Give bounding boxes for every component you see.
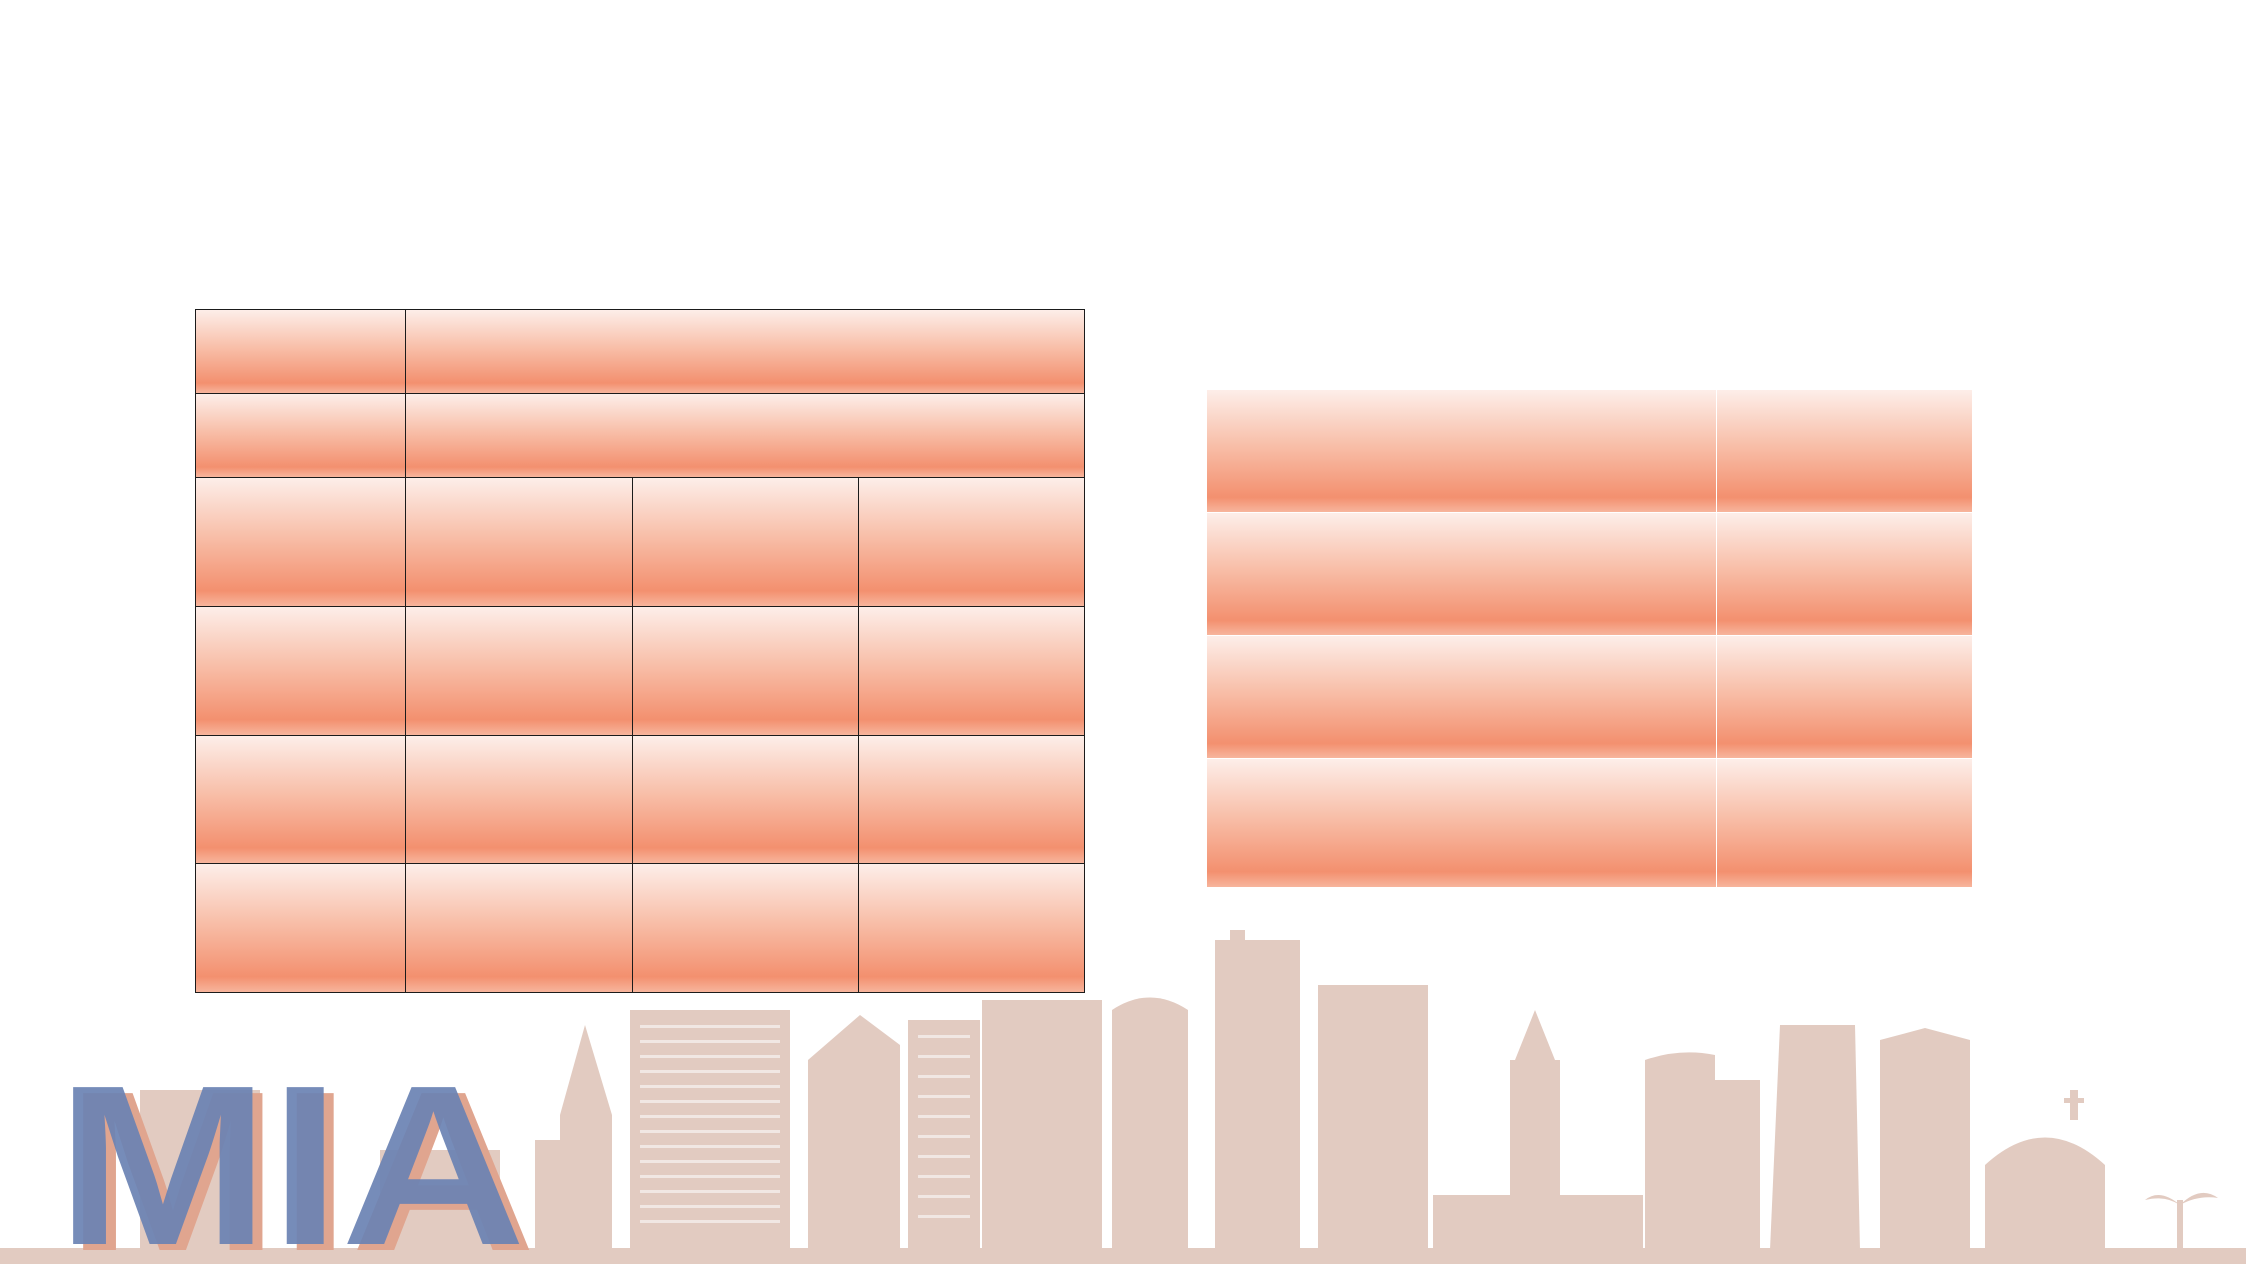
left-table-row-4-col-1 xyxy=(195,606,406,736)
left-table-row-6-col-1 xyxy=(195,863,406,993)
right-table-row-4-col-2 xyxy=(1716,758,1973,888)
left-table-row-3-col-4 xyxy=(858,477,1085,607)
left-table-row-3-col-2 xyxy=(405,477,633,607)
left-table-row-1-col-2 xyxy=(405,309,1085,394)
mia-logo: MIA MIA xyxy=(56,1039,536,1264)
left-table-row-2-col-2 xyxy=(405,393,1085,478)
right-table-row-3-col-1 xyxy=(1206,635,1717,759)
mia-logo-text: MIA xyxy=(56,1039,526,1264)
left-table-row-5-col-1 xyxy=(195,735,406,864)
left-table-row-3-col-1 xyxy=(195,477,406,607)
right-table-row-3-col-2 xyxy=(1716,635,1973,759)
left-table-row-4-col-4 xyxy=(858,606,1085,736)
left-table-row-2-col-1 xyxy=(195,393,406,478)
left-table-row-3-col-3 xyxy=(632,477,859,607)
left-table-row-6-col-4 xyxy=(858,863,1085,993)
left-table-row-4-col-3 xyxy=(632,606,859,736)
left-table-row-1-col-1 xyxy=(195,309,406,394)
right-table-row-1-col-1 xyxy=(1206,389,1717,513)
left-table-row-5-col-2 xyxy=(405,735,633,864)
right-table-row-4-col-1 xyxy=(1206,758,1717,888)
left-table-row-6-col-3 xyxy=(632,863,859,993)
right-table-row-2-col-1 xyxy=(1206,512,1717,636)
left-table-row-6-col-2 xyxy=(405,863,633,993)
left-table-row-4-col-2 xyxy=(405,606,633,736)
right-table-row-2-col-2 xyxy=(1716,512,1973,636)
left-table-row-5-col-4 xyxy=(858,735,1085,864)
right-table-row-1-col-2 xyxy=(1716,389,1973,513)
mia-logo-shadow-text: MIA xyxy=(66,1045,536,1264)
left-table-row-5-col-3 xyxy=(632,735,859,864)
